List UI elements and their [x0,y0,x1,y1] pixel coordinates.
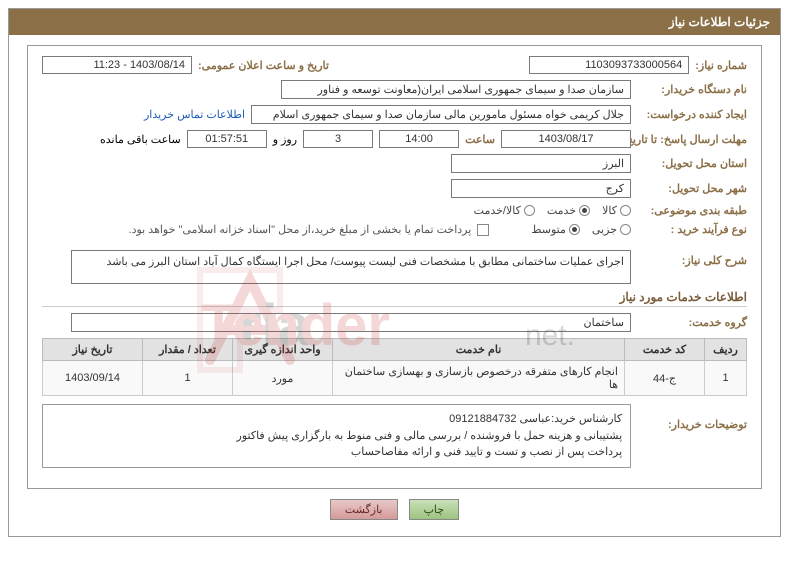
row-need-number: شماره نیاز: 1103093733000564 تاریخ و ساع… [42,56,747,74]
requester-label: ایجاد کننده درخواست: [637,108,747,121]
table-header-row: ردیف کد خدمت نام خدمت واحد اندازه گیری ت… [43,339,747,361]
row-requester: ایجاد کننده درخواست: جلال کریمی خواه مسئ… [42,105,747,124]
buyer-notes-line2: پشتیبانی و هزینه حمل با فروشنده / بررسی … [51,428,622,445]
process-label: نوع فرآیند خرید : [637,223,747,236]
buyer-org-label: نام دستگاه خریدار: [637,83,747,96]
deadline-hour-field: 14:00 [379,130,459,148]
group-label: گروه خدمت: [637,316,747,329]
buyer-notes-box: کارشناس خرید:عباسی 09121884732 پشتیبانی … [42,404,631,468]
days-remaining-field: 3 [303,130,373,148]
table-row: 1 ج-44 انجام کارهای متفرقه درخصوص بازساز… [43,361,747,396]
inner-box: شماره نیاز: 1103093733000564 تاریخ و ساع… [27,45,762,489]
radio-medium[interactable]: متوسط [531,223,580,236]
province-field: البرز [451,154,631,173]
desc-label: شرح کلی نیاز: [637,250,747,267]
treasury-checkbox[interactable] [477,224,489,236]
buyer-notes-label: توضیحات خریدار: [637,404,747,431]
row-description: شرح کلی نیاز: اجرای عملیات ساختمانی مطاب… [42,250,747,284]
need-number-label: شماره نیاز: [695,59,747,72]
hour-label: ساعت [465,133,495,146]
radio-partial[interactable]: جزیی [592,223,631,236]
cell-row: 1 [705,361,747,396]
th-qty: تعداد / مقدار [143,339,233,361]
print-button[interactable]: چاپ [409,499,460,520]
row-deadline: مهلت ارسال پاسخ: تا تاریخ: 1403/08/17 سا… [42,130,747,148]
services-section-title: اطلاعات خدمات مورد نیاز [42,290,747,307]
cell-date: 1403/09/14 [43,361,143,396]
back-button[interactable]: بازگشت [330,499,398,520]
cell-unit: مورد [233,361,333,396]
services-table: ردیف کد خدمت نام خدمت واحد اندازه گیری ت… [42,338,747,396]
row-city: شهر محل تحویل: کرج [42,179,747,198]
category-label: طبقه بندی موضوعی: [637,204,747,217]
treasury-note: پرداخت تمام یا بخشی از مبلغ خرید،از محل … [129,223,472,236]
time-remaining-field: 01:57:51 [187,130,267,148]
contact-link[interactable]: اطلاعات تماس خریدار [144,108,245,121]
group-field: ساختمان [71,313,631,332]
buyer-org-field: سازمان صدا و سیمای جمهوری اسلامی ایران(م… [281,80,631,99]
process-radio-group: جزیی متوسط [531,223,631,236]
row-buyer-notes: توضیحات خریدار: کارشناس خرید:عباسی 09121… [42,404,747,468]
th-name: نام خدمت [333,339,625,361]
announce-label: تاریخ و ساعت اعلان عمومی: [198,59,329,72]
row-province: استان محل تحویل: البرز [42,154,747,173]
remaining-text: ساعت باقی مانده [100,133,181,146]
button-bar: چاپ بازگشت [27,489,762,526]
cell-name: انجام کارهای متفرقه درخصوص بازسازی و بهس… [333,361,625,396]
desc-text: اجرای عملیات ساختمانی مطابق با مشخصات فن… [71,250,631,284]
th-unit: واحد اندازه گیری [233,339,333,361]
radio-goods[interactable]: کالا [602,204,631,217]
deadline-label: مهلت ارسال پاسخ: تا تاریخ: [637,133,747,146]
panel-title: جزئیات اطلاعات نیاز [9,9,780,35]
city-label: شهر محل تحویل: [637,182,747,195]
row-process: نوع فرآیند خرید : جزیی متوسط پرداخت تمام… [42,223,747,236]
cell-qty: 1 [143,361,233,396]
buyer-notes-line1: کارشناس خرید:عباسی 09121884732 [51,411,622,428]
th-code: کد خدمت [625,339,705,361]
announce-field: 1403/08/14 - 11:23 [42,56,192,74]
need-number-field: 1103093733000564 [529,56,689,74]
row-category: طبقه بندی موضوعی: کالا خدمت کالا/خدمت [42,204,747,217]
details-panel: جزئیات اطلاعات نیاز شماره نیاز: 11030937… [8,8,781,537]
panel-body: شماره نیاز: 1103093733000564 تاریخ و ساع… [9,35,780,536]
deadline-date-field: 1403/08/17 [501,130,631,148]
days-text: روز و [273,133,297,146]
th-date: تاریخ نیاز [43,339,143,361]
row-buyer-org: نام دستگاه خریدار: سازمان صدا و سیمای جم… [42,80,747,99]
cell-code: ج-44 [625,361,705,396]
category-radio-group: کالا خدمت کالا/خدمت [474,204,631,217]
th-row: ردیف [705,339,747,361]
radio-goods-service[interactable]: کالا/خدمت [474,204,535,217]
row-group: گروه خدمت: ساختمان [42,313,747,332]
requester-field: جلال کریمی خواه مسئول مامورین مالی سازما… [251,105,631,124]
radio-service[interactable]: خدمت [547,204,590,217]
province-label: استان محل تحویل: [637,157,747,170]
city-field: کرج [451,179,631,198]
buyer-notes-line3: پرداخت پس از نصب و تست و تایید فنی و ارا… [51,444,622,461]
